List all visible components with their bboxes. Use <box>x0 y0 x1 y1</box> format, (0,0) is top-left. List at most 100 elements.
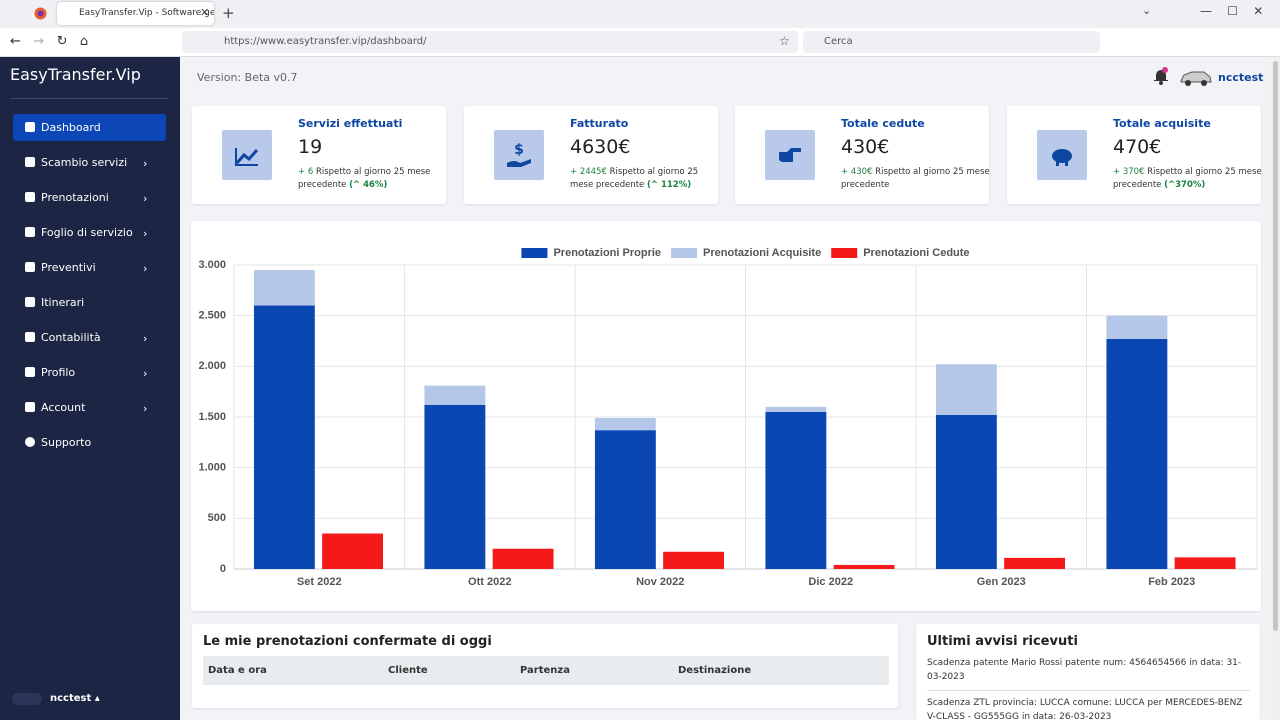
card-percent: 46% <box>363 180 384 190</box>
browser-logo <box>34 7 47 20</box>
nav-item[interactable]: Contabilità › <box>13 324 166 351</box>
new-tab[interactable]: + <box>222 4 235 22</box>
notice: Scadenza patente Mario Rossi patente num… <box>927 658 1242 682</box>
card-note: Rispetto al giorno 25 mese precedente <box>841 167 990 190</box>
y-tick-label: 500 <box>208 512 226 524</box>
url-bar[interactable]: https://www.easytransfer.vip/dashboard/ <box>182 31 798 53</box>
panel-title: Le mie prenotazioni confermate di oggi <box>203 634 492 649</box>
x-tick-label: Dic 2022 <box>808 576 853 588</box>
card-change: + 430€ <box>841 167 873 177</box>
divider <box>927 690 1250 691</box>
card-percent: 112% <box>660 180 688 190</box>
table-header: Data e ora Cliente Partenza Destinazione <box>203 656 889 685</box>
stat-card: $ Fatturato 4630€ + 2445€ Rispetto al gi… <box>464 106 718 204</box>
bar <box>253 305 315 569</box>
stat-card: Totale cedute 430€ + 430€ Rispetto al gi… <box>735 106 990 204</box>
nav-item[interactable]: Scambio servizi › <box>13 149 166 176</box>
scrollbar[interactable] <box>1271 57 1280 720</box>
bar <box>1004 557 1066 569</box>
card-title: Servizi effettuati <box>298 117 403 130</box>
bar <box>492 548 554 569</box>
legend-label: Prenotazioni Acquisite <box>703 247 821 259</box>
bar <box>765 406 827 412</box>
bar <box>424 404 486 569</box>
bar <box>1106 315 1168 339</box>
bar <box>253 270 315 306</box>
card-icon <box>765 130 815 180</box>
stat-card: Servizi effettuati 19 + 6 Rispetto al gi… <box>192 106 446 204</box>
bookings-panel: Le mie prenotazioni confermate di oggi D… <box>192 624 898 708</box>
card-title: Fatturato <box>570 117 629 130</box>
bar <box>935 364 997 415</box>
chart-card: 0 500 1.000 1.500 2.000 2.500 3.000 Prenotazion… <box>191 221 1261 611</box>
user-car <box>1180 71 1212 86</box>
x-tick-label: Gen 2023 <box>977 576 1026 588</box>
card-note: Rispetto al giorno 25 mese precedente <box>298 167 431 190</box>
card-icon <box>222 130 272 180</box>
y-tick-label: 2.500 <box>198 310 226 322</box>
nav-label: Profilo <box>41 366 76 379</box>
sidebar-user[interactable]: ncctest ▴ <box>50 693 100 704</box>
url: https://www.easytransfer.vip/dashboard/ <box>224 36 427 47</box>
y-tick-label: 1.500 <box>198 411 226 423</box>
card-note: Rispetto al giorno 25 mese precedente <box>1113 167 1262 190</box>
nav-label: Scambio servizi <box>41 156 128 169</box>
tab-close[interactable]: ✕ <box>200 6 210 19</box>
nav-buttons[interactable]: ← → ↻ ⌂ <box>10 34 89 49</box>
card-change: + 6 <box>298 167 314 177</box>
nav-item[interactable]: Profilo › <box>13 359 166 386</box>
card-title: Totale acquisite <box>1113 117 1211 130</box>
nav-item[interactable]: Preventivi › <box>13 254 166 281</box>
x-tick-label: Ott 2022 <box>468 576 511 588</box>
nav-label: Dashboard <box>41 121 101 134</box>
bar <box>1106 338 1168 569</box>
nav-item[interactable]: Dashboard <box>13 114 166 141</box>
nav-label: Preventivi <box>41 261 96 274</box>
user-avatar <box>12 693 42 705</box>
user-name: ncctest <box>50 693 92 704</box>
version: Version: Beta v0.7 <box>197 71 298 84</box>
panel-title: Ultimi avvisi ricevuti <box>927 634 1078 649</box>
bar <box>663 551 725 569</box>
sidebar: EasyTransfer.Vip Dashboard Scambio servi… <box>0 57 180 720</box>
bar <box>1174 557 1236 569</box>
column-header: Data e ora <box>208 665 267 676</box>
card-icon: $ <box>494 130 544 180</box>
legend-swatch <box>831 248 858 258</box>
nav-item[interactable]: Foglio di servizio › <box>13 219 166 246</box>
column-header: Cliente <box>388 665 428 676</box>
search-bar[interactable]: Cerca <box>803 31 1100 53</box>
nav-label: Account <box>41 401 86 414</box>
bar <box>765 411 827 569</box>
chart: 0 500 1.000 1.500 2.000 2.500 3.000 Prenotazion… <box>198 247 1258 588</box>
legend-label: Prenotazioni Proprie <box>553 247 661 259</box>
x-tick-label: Nov 2022 <box>636 576 684 588</box>
window-controls[interactable]: — ☐ ✕ <box>1200 4 1264 18</box>
bar <box>424 385 486 405</box>
y-tick-label: 2.000 <box>198 360 226 372</box>
nav-item[interactable]: Supporto <box>13 429 166 456</box>
x-tick-label: Feb 2023 <box>1148 576 1195 588</box>
notice: Scadenza ZTL provincia: LUCCA comune: LU… <box>927 698 1243 720</box>
nav-item[interactable]: Prenotazioni › <box>13 184 166 211</box>
legend-swatch <box>521 248 548 258</box>
tab-list[interactable]: ⌄ <box>1142 4 1152 17</box>
legend-swatch <box>671 248 698 258</box>
bar <box>594 418 656 431</box>
x-tick-label: Set 2022 <box>297 576 342 588</box>
bookmark-star[interactable]: ☆ <box>779 34 790 48</box>
svg-text:$: $ <box>514 142 524 158</box>
column-header: Destinazione <box>678 665 752 676</box>
nav-item[interactable]: Itinerari <box>13 289 166 316</box>
nav-label: Supporto <box>41 436 92 449</box>
notices-panel: Ultimi avvisi ricevuti Scadenza patente … <box>916 624 1260 720</box>
header-user[interactable]: ncctest <box>1218 71 1264 84</box>
nav-item[interactable]: Account › <box>13 394 166 421</box>
card-note: Rispetto al giorno 25 mese precedente <box>570 167 699 190</box>
legend-label: Prenotazioni Cedute <box>863 247 969 259</box>
browser-tab[interactable]: EasyTransfer.Vip - Software ge <box>57 2 214 25</box>
notification-bell[interactable] <box>1153 67 1169 85</box>
brand[interactable]: EasyTransfer.Vip <box>10 65 141 84</box>
bar <box>594 430 656 569</box>
